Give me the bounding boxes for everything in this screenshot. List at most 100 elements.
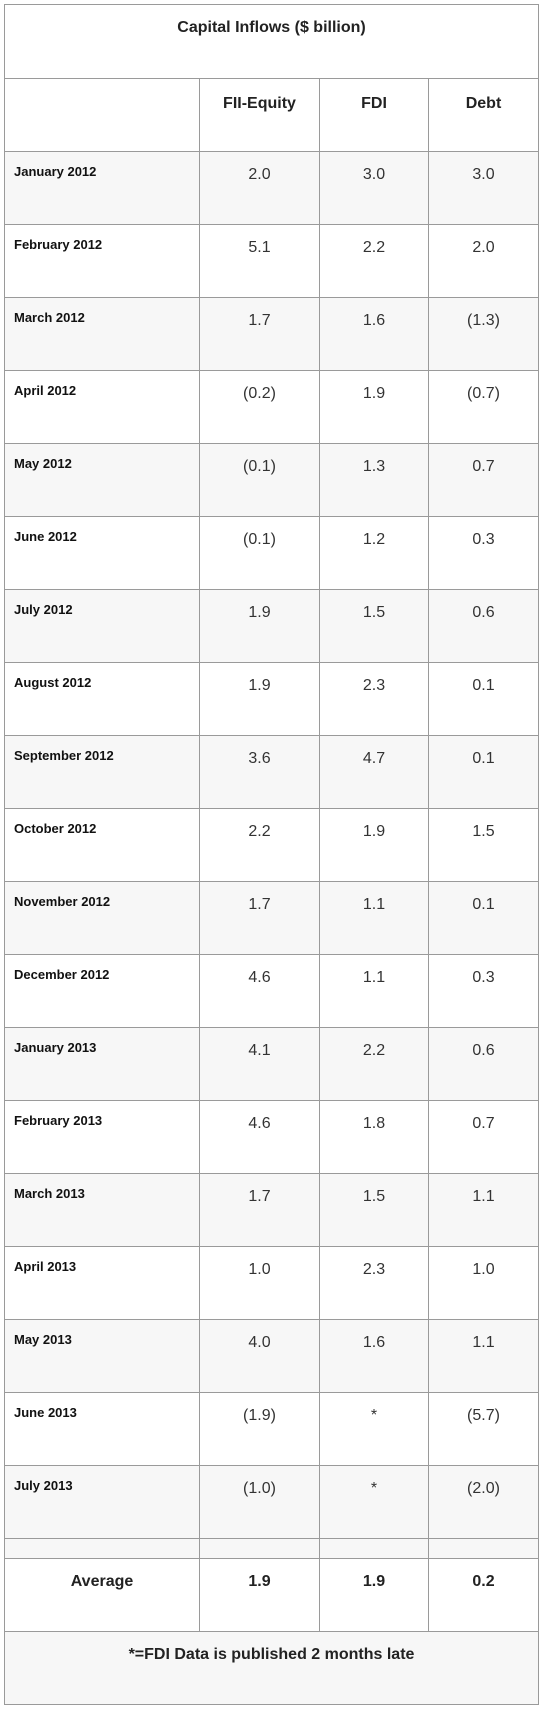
table-row: April 2013 1.0 2.3 1.0 (4, 1246, 540, 1320)
average-fdi-value: 1.9 (319, 1558, 429, 1632)
row-month-label: November 2012 (4, 881, 200, 955)
average-row: Average 1.9 1.9 0.2 (4, 1558, 540, 1632)
row-fdi-value: 1.9 (319, 370, 429, 444)
table-row: October 2012 2.2 1.9 1.5 (4, 808, 540, 882)
row-fdi-value: * (319, 1392, 429, 1466)
row-month-label: May 2012 (4, 443, 200, 517)
row-fdi-value: 2.2 (319, 224, 429, 298)
title-row: Capital Inflows ($ billion) (3, 4, 540, 79)
row-fii-equity-value: 1.7 (199, 297, 320, 371)
table-row: July 2012 1.9 1.5 0.6 (4, 589, 540, 663)
table-row: July 2013 (1.0) * (2.0) (4, 1465, 540, 1539)
row-fdi-value: 2.2 (319, 1027, 429, 1101)
header-debt: Debt (427, 78, 540, 152)
row-fii-equity-value: 1.0 (199, 1246, 320, 1320)
row-debt-value: 0.7 (427, 443, 540, 517)
row-month-label: February 2012 (4, 224, 200, 298)
header-empty-cell (4, 78, 200, 152)
row-month-label: January 2013 (4, 1027, 200, 1101)
row-month-label: April 2012 (4, 370, 200, 444)
row-fii-equity-value: 3.6 (199, 735, 320, 809)
row-debt-value: 0.1 (427, 881, 540, 955)
average-fii-equity-value: 1.9 (199, 1558, 320, 1632)
row-month-label: December 2012 (4, 954, 200, 1028)
table-row: August 2012 1.9 2.3 0.1 (4, 662, 540, 736)
row-debt-value: 0.1 (427, 735, 540, 809)
table-row: June 2012 (0.1) 1.2 0.3 (4, 516, 540, 590)
row-month-label: July 2012 (4, 589, 200, 663)
spacer-cell (427, 1538, 540, 1559)
row-debt-value: 2.0 (427, 224, 540, 298)
average-debt-value: 0.2 (427, 1558, 540, 1632)
footnote-text: *=FDI Data is published 2 months late (3, 1631, 540, 1705)
row-fdi-value: 1.5 (319, 1173, 429, 1247)
row-fii-equity-value: 4.1 (199, 1027, 320, 1101)
row-debt-value: 0.6 (427, 1027, 540, 1101)
row-fdi-value: 2.3 (319, 1246, 429, 1320)
row-month-label: January 2012 (4, 151, 200, 225)
row-fii-equity-value: 2.2 (199, 808, 320, 882)
row-fdi-value: 1.1 (319, 881, 429, 955)
table-row: March 2013 1.7 1.5 1.1 (4, 1173, 540, 1247)
row-debt-value: (5.7) (427, 1392, 540, 1466)
row-fdi-value: 1.3 (319, 443, 429, 517)
row-month-label: October 2012 (4, 808, 200, 882)
header-fdi: FDI (319, 78, 429, 152)
table-row: December 2012 4.6 1.1 0.3 (4, 954, 540, 1028)
row-month-label: June 2012 (4, 516, 200, 590)
row-debt-value: 0.3 (427, 516, 540, 590)
row-fii-equity-value: 1.7 (199, 1173, 320, 1247)
row-debt-value: 0.7 (427, 1100, 540, 1174)
row-fdi-value: 1.6 (319, 297, 429, 371)
row-fii-equity-value: 2.0 (199, 151, 320, 225)
row-month-label: August 2012 (4, 662, 200, 736)
row-fdi-value: 1.8 (319, 1100, 429, 1174)
header-fii-equity: FII-Equity (199, 78, 320, 152)
row-debt-value: (2.0) (427, 1465, 540, 1539)
header-row: FII-Equity FDI Debt (4, 78, 540, 152)
row-fdi-value: 1.9 (319, 808, 429, 882)
row-fdi-value: 4.7 (319, 735, 429, 809)
row-fdi-value: 1.1 (319, 954, 429, 1028)
row-fii-equity-value: (0.1) (199, 516, 320, 590)
spacer-cell (199, 1538, 320, 1559)
average-label: Average (4, 1558, 200, 1632)
row-debt-value: (0.7) (427, 370, 540, 444)
spacer-cell (4, 1538, 200, 1559)
row-fii-equity-value: 4.6 (199, 1100, 320, 1174)
table-row: January 2013 4.1 2.2 0.6 (4, 1027, 540, 1101)
row-fii-equity-value: 1.9 (199, 662, 320, 736)
table-row: September 2012 3.6 4.7 0.1 (4, 735, 540, 809)
row-fii-equity-value: (0.2) (199, 370, 320, 444)
row-month-label: June 2013 (4, 1392, 200, 1466)
row-debt-value: (1.3) (427, 297, 540, 371)
row-debt-value: 0.3 (427, 954, 540, 1028)
row-month-label: May 2013 (4, 1319, 200, 1393)
capital-inflows-table-container: Capital Inflows ($ billion) FII-Equity F… (3, 4, 540, 1705)
table-row: January 2012 2.0 3.0 3.0 (4, 151, 540, 225)
row-fdi-value: 1.6 (319, 1319, 429, 1393)
table-row: November 2012 1.7 1.1 0.1 (4, 881, 540, 955)
row-month-label: September 2012 (4, 735, 200, 809)
row-debt-value: 1.0 (427, 1246, 540, 1320)
row-month-label: March 2013 (4, 1173, 200, 1247)
row-fdi-value: 1.5 (319, 589, 429, 663)
table-title: Capital Inflows ($ billion) (3, 4, 540, 79)
row-month-label: March 2012 (4, 297, 200, 371)
table-row: May 2013 4.0 1.6 1.1 (4, 1319, 540, 1393)
row-debt-value: 1.1 (427, 1173, 540, 1247)
capital-inflows-table: Capital Inflows ($ billion) FII-Equity F… (3, 4, 540, 1705)
row-fdi-value: * (319, 1465, 429, 1539)
row-month-label: February 2013 (4, 1100, 200, 1174)
row-month-label: July 2013 (4, 1465, 200, 1539)
row-debt-value: 3.0 (427, 151, 540, 225)
row-fdi-value: 1.2 (319, 516, 429, 590)
spacer-cell (319, 1538, 429, 1559)
row-fii-equity-value: 5.1 (199, 224, 320, 298)
row-fii-equity-value: (0.1) (199, 443, 320, 517)
row-fdi-value: 3.0 (319, 151, 429, 225)
row-fii-equity-value: 4.6 (199, 954, 320, 1028)
table-row: April 2012 (0.2) 1.9 (0.7) (4, 370, 540, 444)
table-row: June 2013 (1.9) * (5.7) (4, 1392, 540, 1466)
row-fii-equity-value: (1.9) (199, 1392, 320, 1466)
